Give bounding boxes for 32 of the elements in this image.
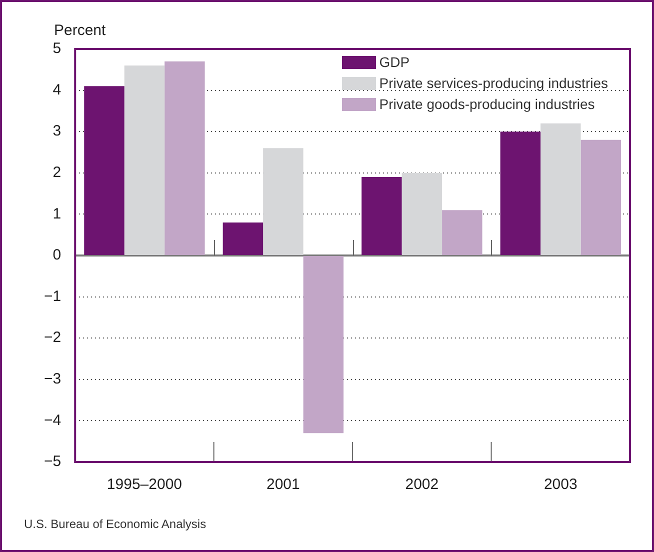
bar bbox=[362, 177, 402, 255]
text: U.S. Bureau of Economic Analysis bbox=[24, 517, 206, 531]
y-tick-label: −2 bbox=[44, 329, 62, 346]
bar bbox=[222, 222, 264, 255]
x-tick-label: 2001 bbox=[266, 476, 300, 494]
bar bbox=[164, 61, 205, 255]
bar bbox=[263, 148, 304, 255]
y-tick-label: 2 bbox=[52, 164, 62, 182]
y-tick-label: −3 bbox=[44, 370, 62, 388]
y-tick-label: −4 bbox=[44, 412, 62, 429]
bar bbox=[442, 210, 482, 255]
bar bbox=[500, 132, 541, 255]
bar bbox=[540, 123, 581, 255]
y-tick-label: 4 bbox=[52, 81, 62, 98]
y-tick-label: −5 bbox=[44, 453, 62, 470]
y-tick-label: −1 bbox=[44, 288, 62, 305]
bar bbox=[303, 256, 344, 434]
y-tick-label: 1 bbox=[52, 205, 62, 222]
x-tick-label: 2003 bbox=[544, 476, 578, 494]
bar bbox=[580, 140, 621, 255]
y-tick-label: 0 bbox=[52, 246, 62, 264]
x-tick-label: 1995–2000 bbox=[106, 476, 182, 494]
bar bbox=[84, 86, 124, 255]
y-axis-title: Percent bbox=[54, 22, 106, 39]
y-tick-label: 5 bbox=[52, 40, 62, 58]
bar bbox=[124, 66, 165, 255]
legend-label: Private services-producing industries bbox=[379, 74, 608, 93]
legend-label: Private goods-producing industries bbox=[379, 95, 595, 114]
y-tick-label: 3 bbox=[52, 122, 62, 140]
legend-label: GDP bbox=[379, 53, 410, 72]
bar bbox=[402, 172, 442, 255]
x-tick-label: 2002 bbox=[405, 476, 439, 494]
